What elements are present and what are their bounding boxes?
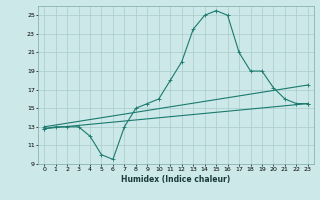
X-axis label: Humidex (Indice chaleur): Humidex (Indice chaleur) (121, 175, 231, 184)
